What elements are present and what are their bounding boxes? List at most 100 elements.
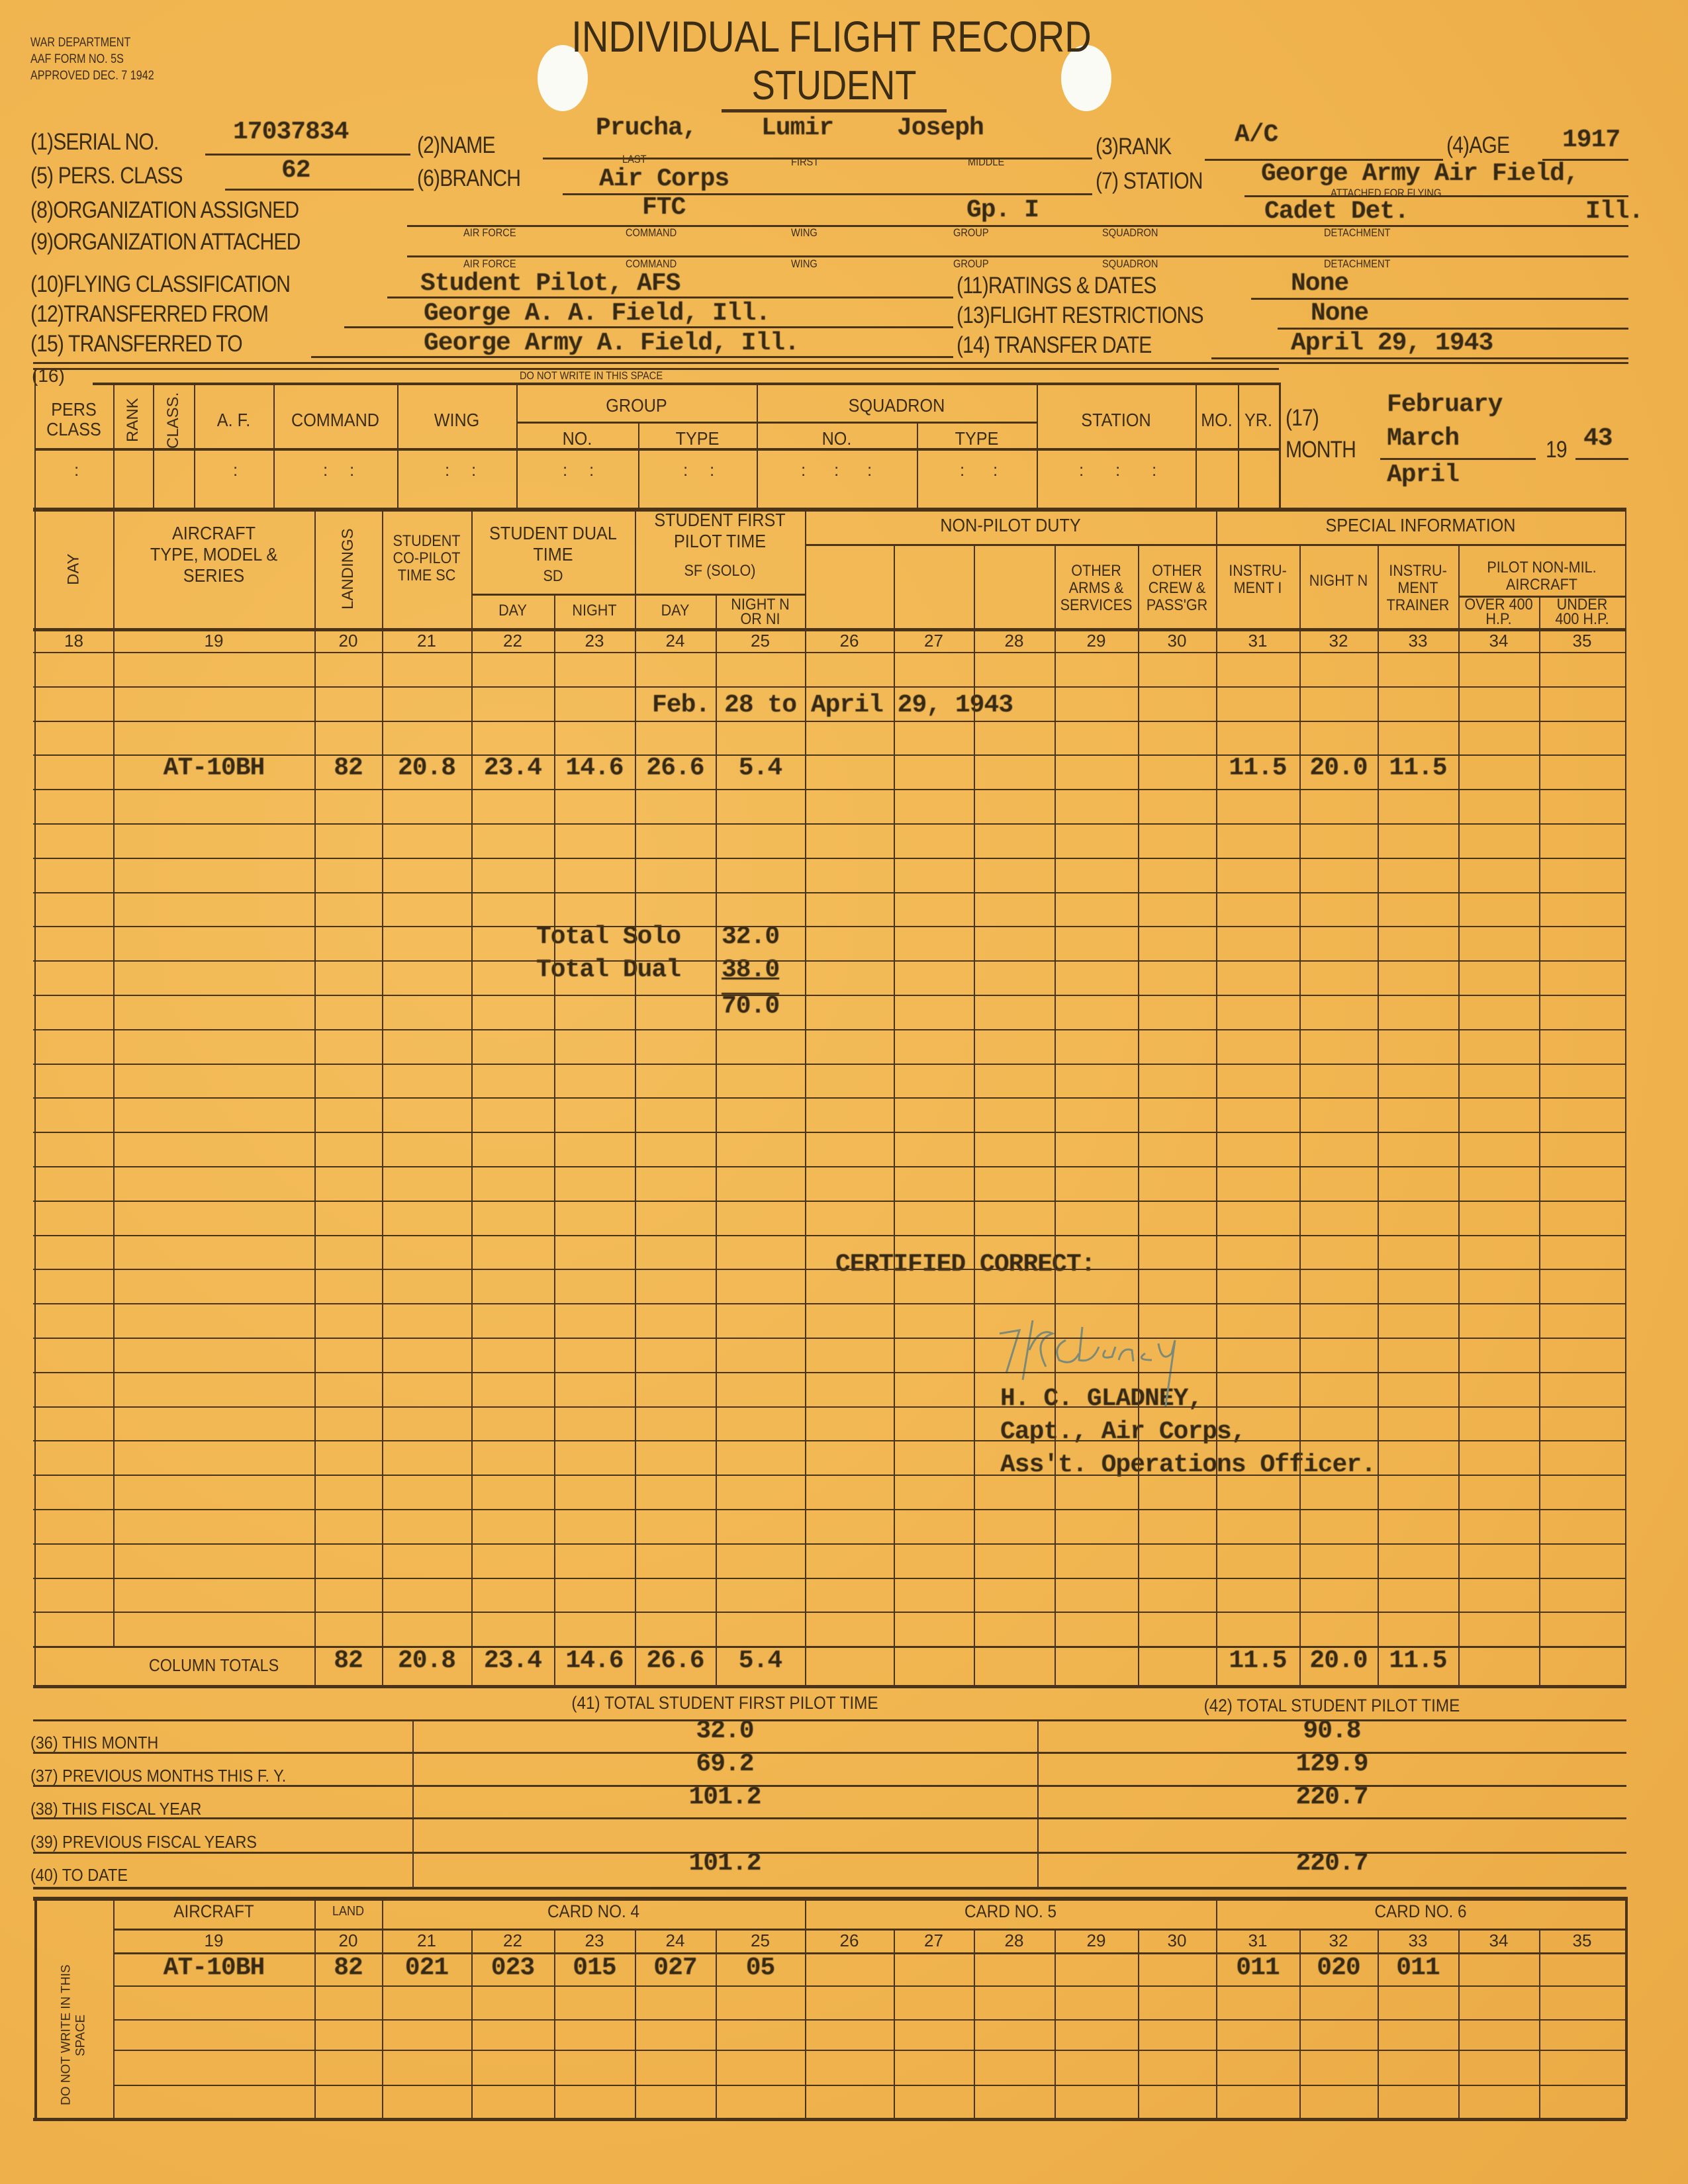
column-header-aircraft: AIRCRAFT TYPE, MODEL & SERIES <box>150 523 278 586</box>
rule-line <box>1205 159 1443 161</box>
page-subtitle: STUDENT <box>722 63 947 113</box>
org-state: Ill. <box>1585 197 1644 226</box>
rule-line <box>1138 544 1139 1685</box>
card-column-number: 21 <box>417 1931 436 1950</box>
rule-line <box>34 368 36 508</box>
section16-col-header: PERS CLASS <box>46 399 101 439</box>
rule-line <box>1458 596 1626 598</box>
column-header-first-pilot-code: SF (SOLO) <box>684 562 756 580</box>
rule-line <box>113 2085 1626 2086</box>
rule-line <box>34 448 1279 451</box>
card-value: 015 <box>573 1954 616 1982</box>
total-dual-label: Total Dual <box>536 956 681 984</box>
column-header-day-sub: DAY <box>498 602 527 619</box>
rule-line <box>33 1578 1626 1579</box>
transfer-date-label: (14) TRANSFER DATE <box>957 332 1152 358</box>
rule-line <box>33 1475 1626 1476</box>
year-prefix: 19 <box>1546 437 1568 463</box>
rule-line <box>113 508 115 1646</box>
rule-line <box>1378 544 1379 1685</box>
dot-marker: : <box>1152 460 1157 480</box>
org-detachment: Cadet Det. <box>1264 197 1409 226</box>
dot-marker: : <box>867 460 872 480</box>
column-number: 34 <box>1489 631 1509 651</box>
rule-line <box>33 823 1626 825</box>
entry-aircraft: AT-10BH <box>163 754 265 782</box>
rule-line <box>113 1897 115 2119</box>
column-number: 31 <box>1248 631 1268 651</box>
entry-sd-night: 14.6 <box>565 754 624 782</box>
rule-line <box>635 508 636 1685</box>
rule-line <box>33 1303 1626 1304</box>
rule-line <box>1037 383 1038 508</box>
rule-line <box>563 193 1092 195</box>
card-value: 020 <box>1317 1954 1360 1982</box>
rule-line <box>1238 383 1239 508</box>
rule-line <box>33 892 1626 893</box>
rule-line <box>1279 383 1281 508</box>
rule-line <box>1216 1897 1217 2119</box>
month-2: March <box>1387 424 1460 453</box>
column-number: 25 <box>751 631 770 651</box>
transferred-to-value: George Army A. Field, Ill. <box>424 329 800 357</box>
rule-line <box>33 1235 1626 1236</box>
rule-line <box>33 1132 1626 1133</box>
rule-line <box>1055 1929 1056 2119</box>
rule-line <box>33 1097 1626 1099</box>
summary-first-pilot: 69.2 <box>696 1750 754 1778</box>
dot-marker: : <box>993 460 998 480</box>
rule-line <box>33 1612 1626 1613</box>
rule-line <box>33 652 1626 653</box>
rule-line <box>33 789 1626 790</box>
rule-line <box>805 544 1626 546</box>
rule-line <box>471 594 805 596</box>
rule-line <box>33 1166 1626 1167</box>
total-solo-label: Total Solo <box>536 923 681 951</box>
column-header-other-crew: OTHER CREW & PASS'GR <box>1146 562 1208 614</box>
column-number: 19 <box>204 631 224 651</box>
total-sd-day: 23.4 <box>483 1647 542 1675</box>
rule-line <box>1251 298 1628 300</box>
summary-first-pilot: 101.2 <box>688 1849 761 1878</box>
rule-line <box>974 544 975 1685</box>
rule-line <box>205 154 410 156</box>
rule-line <box>1542 159 1628 161</box>
dept-line: WAR DEPARTMENT <box>30 36 131 50</box>
rule-line <box>33 960 1626 962</box>
summary-first-pilot: 32.0 <box>696 1717 754 1745</box>
total-trainer: 11.5 <box>1389 1647 1447 1675</box>
entry-sf-day: 26.6 <box>646 754 704 782</box>
rule-line <box>387 296 953 298</box>
org-sublabel: WING <box>791 226 818 239</box>
rule-line <box>33 1201 1626 1202</box>
total-night: 20.0 <box>1309 1647 1368 1675</box>
rule-line <box>1037 1719 1039 1887</box>
dot-marker: : <box>323 460 328 480</box>
card-column-number: 32 <box>1329 1931 1348 1950</box>
rule-line <box>33 628 1626 631</box>
summary-first-pilot: 101.2 <box>688 1783 761 1811</box>
card-column-number: 27 <box>924 1931 943 1950</box>
total-sf-night: 5.4 <box>738 1647 782 1675</box>
org-attached-label: (9)ORGANIZATION ATTACHED <box>30 229 301 255</box>
rule-line <box>1244 195 1628 197</box>
total-sd-night: 14.6 <box>565 1647 624 1675</box>
card-header-card6: CARD NO. 6 <box>1374 1901 1467 1921</box>
restrictions-label: (13)FLIGHT RESTRICTIONS <box>957 302 1204 328</box>
total-dual-value: 38.0 <box>722 956 780 984</box>
rank-value: A/C <box>1235 120 1278 149</box>
entry-trainer: 11.5 <box>1389 754 1447 782</box>
rule-line <box>805 1897 806 2119</box>
card-column-number: 24 <box>665 1931 685 1950</box>
flying-class-value: Student Pilot, AFS <box>420 269 680 298</box>
column-number: 32 <box>1329 631 1348 651</box>
do-not-write-notice: DO NOT WRITE IN THIS SPACE <box>520 369 663 382</box>
section16-col-header: YR. <box>1244 410 1273 430</box>
rule-line <box>113 383 115 508</box>
card-value: AT-10BH <box>163 1954 265 1982</box>
column-header-trainer: INSTRU- MENT TRAINER <box>1386 562 1450 614</box>
org-group: Gp. I <box>966 196 1039 224</box>
column-header-over: OVER 400 H.P. <box>1464 596 1533 628</box>
total-landings: 82 <box>334 1647 363 1675</box>
org-attached-sublabel: SQUADRON <box>1102 257 1158 270</box>
